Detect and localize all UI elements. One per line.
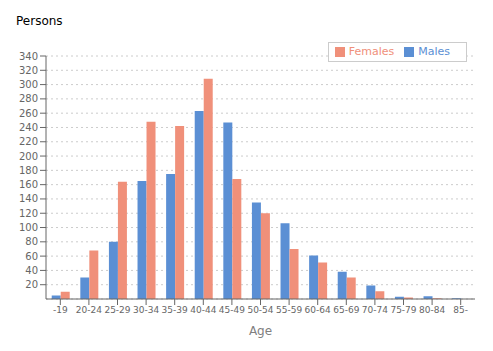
svg-text:55-59: 55-59	[276, 305, 302, 315]
svg-text:180: 180	[19, 165, 38, 176]
svg-text:85-: 85-	[453, 305, 468, 315]
svg-text:80-84: 80-84	[419, 305, 445, 315]
svg-text:100: 100	[19, 222, 38, 233]
svg-text:75-79: 75-79	[390, 305, 416, 315]
svg-text:80: 80	[25, 236, 38, 247]
svg-text:40-44: 40-44	[190, 305, 216, 315]
svg-text:120: 120	[19, 208, 38, 219]
svg-text:Age: Age	[249, 324, 272, 338]
svg-text:70-74: 70-74	[362, 305, 388, 315]
svg-text:340: 340	[19, 51, 38, 62]
svg-text:25-29: 25-29	[104, 305, 130, 315]
svg-text:-19: -19	[53, 305, 68, 315]
svg-text:45-49: 45-49	[219, 305, 245, 315]
svg-text:20: 20	[25, 279, 38, 290]
svg-text:320: 320	[19, 65, 38, 76]
html-text:Females: Females	[348, 45, 395, 58]
svg-text:50-54: 50-54	[247, 305, 273, 315]
svg-text:60-64: 60-64	[305, 305, 331, 315]
html-text:Males: Males	[418, 45, 450, 58]
svg-text:30-34: 30-34	[133, 305, 159, 315]
svg-text:280: 280	[19, 93, 38, 104]
html-text:Persons: Persons	[16, 14, 63, 28]
svg-text:300: 300	[19, 79, 38, 90]
svg-text:240: 240	[19, 122, 38, 133]
svg-text:65-69: 65-69	[333, 305, 359, 315]
svg-text:260: 260	[19, 108, 38, 119]
svg-text:40: 40	[25, 265, 38, 276]
svg-text:140: 140	[19, 193, 38, 204]
svg-text:200: 200	[19, 151, 38, 162]
svg-text:220: 220	[19, 136, 38, 147]
svg-text:20-24: 20-24	[76, 305, 102, 315]
svg-text:60: 60	[25, 251, 38, 262]
svg-text:160: 160	[19, 179, 38, 190]
svg-text:35-39: 35-39	[162, 305, 188, 315]
